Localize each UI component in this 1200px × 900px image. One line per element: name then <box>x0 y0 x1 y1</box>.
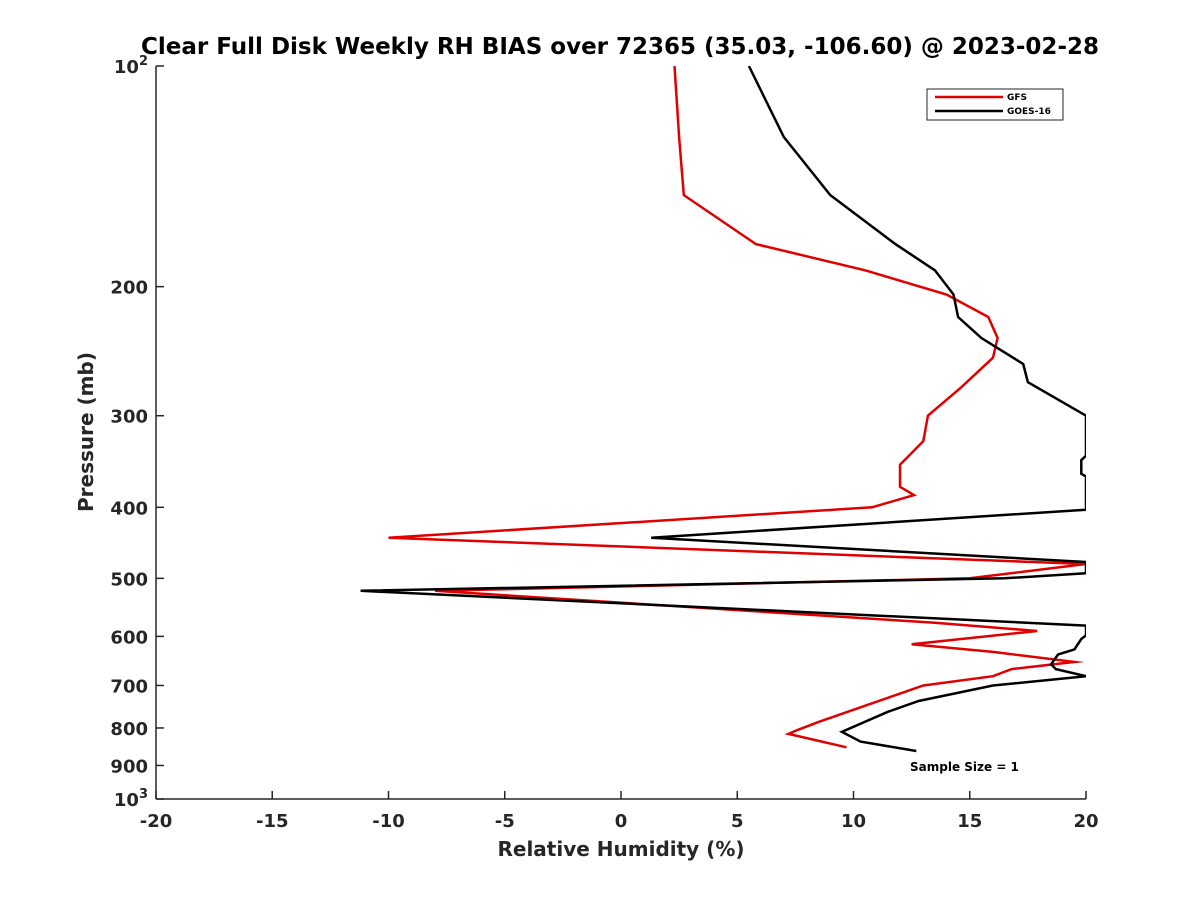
x-tick-label: -20 <box>140 811 173 832</box>
x-axis-label: Relative Humidity (%) <box>497 837 744 861</box>
y-ticks: 102 200 300 400 500 600 700 800 900 103 <box>110 54 164 811</box>
legend: GFS GOES-16 <box>926 88 1064 121</box>
y-tick-label: 300 <box>110 407 148 428</box>
x-tick-label: -5 <box>495 811 515 832</box>
y-tick-label: 500 <box>110 569 148 590</box>
x-tick-label: 5 <box>731 811 744 832</box>
x-tick-label: -15 <box>256 811 289 832</box>
x-tick-label: 20 <box>1073 811 1098 832</box>
y-tick-label: 900 <box>110 756 148 777</box>
x-tick-label: 0 <box>615 811 628 832</box>
legend-label-goes-16: GOES-16 <box>1007 107 1051 117</box>
y-tick-label: 800 <box>110 719 148 740</box>
y-tick-label: 400 <box>110 498 148 519</box>
x-tick-label: 15 <box>957 811 982 832</box>
chart-title: Clear Full Disk Weekly RH BIAS over 7236… <box>141 34 1099 60</box>
x-tick-label: 10 <box>841 811 866 832</box>
y-tick-label: 103 <box>114 787 148 811</box>
x-tick-label: -10 <box>372 811 405 832</box>
series-line-goes-16 <box>360 66 1086 753</box>
legend-label-gfs: GFS <box>1007 93 1027 103</box>
sample-size-annotation: Sample Size = 1 <box>910 760 1019 774</box>
x-ticks: -20 -15 -10 -5 0 5 10 15 20 <box>140 791 1099 832</box>
y-tick-label: 102 <box>114 54 148 78</box>
y-tick-label: 200 <box>110 278 148 299</box>
y-tick-label: 600 <box>110 627 148 648</box>
y-axis-label: Pressure (mb) <box>74 352 98 512</box>
y-tick-label: 700 <box>110 676 148 697</box>
series-line-gfs <box>388 66 1086 749</box>
legend-box <box>926 88 1064 121</box>
series-layer <box>360 66 1086 753</box>
axes-frame <box>155 66 1086 800</box>
